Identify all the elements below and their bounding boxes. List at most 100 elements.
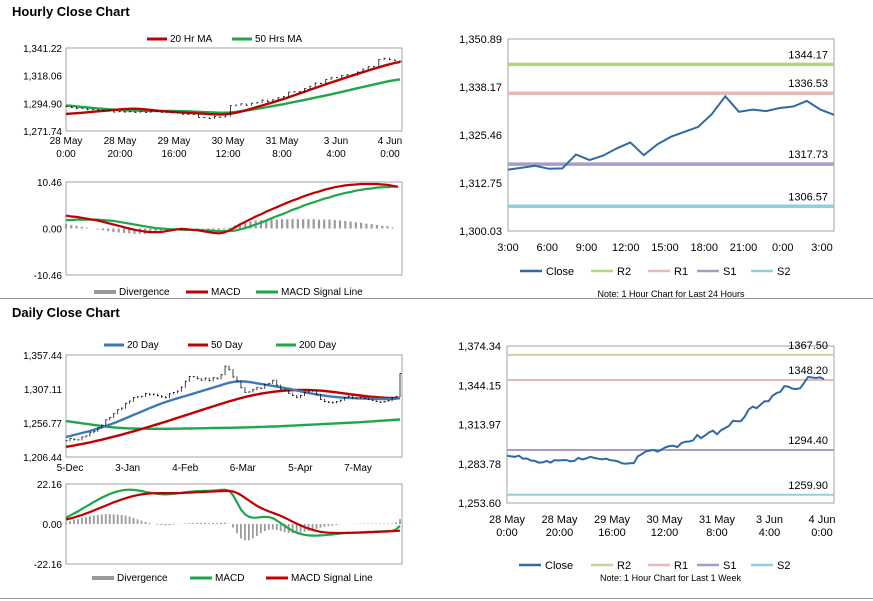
hourly-pivot-legend-label: S2 bbox=[777, 266, 790, 278]
daily-macd-ytick: 22.16 bbox=[37, 480, 62, 491]
daily-pivot-xtick-date: 3 Jun bbox=[756, 514, 783, 526]
hourly-ma50-line bbox=[65, 78, 401, 114]
hourly-legend-divergence-swatch bbox=[94, 290, 116, 294]
bottom-divider bbox=[0, 598, 873, 599]
hourly-price-xtick-time: 8:00 bbox=[272, 149, 292, 160]
daily-macd-ytick: -22.16 bbox=[34, 560, 63, 571]
hourly-price-xtick-date: 28 May bbox=[104, 136, 137, 147]
daily-pivot-xtick-time: 16:00 bbox=[598, 527, 626, 539]
hourly-pivot-close-line bbox=[507, 94, 835, 171]
hourly-price-xtick-date: 29 May bbox=[158, 136, 191, 147]
daily-price-frame bbox=[65, 354, 403, 458]
hourly-legend-macd-label: MACD bbox=[211, 287, 240, 298]
daily-section-title: Daily Close Chart bbox=[12, 305, 120, 320]
daily-price-xtick: 3-Jan bbox=[115, 463, 140, 474]
hourly-price-xtick-date: 31 May bbox=[266, 136, 299, 147]
daily-price-ytick: 1,206.44 bbox=[23, 453, 62, 464]
hourly-pivot-level-label: 1306.57 bbox=[788, 191, 828, 203]
hourly-pivot-xtick: 3:00 bbox=[811, 242, 832, 254]
daily-pivot-xtick-time: 8:00 bbox=[706, 527, 727, 539]
daily-pivot-xtick-date: 29 May bbox=[594, 514, 631, 526]
daily-pivot-note: Note: 1 Hour Chart for Last 1 Week bbox=[600, 573, 741, 583]
hourly-macd-ytick: 10.46 bbox=[37, 178, 62, 189]
hourly-pivot-ytick: 1,350.89 bbox=[459, 34, 502, 46]
hourly-pivot-xtick: 6:00 bbox=[537, 242, 558, 254]
daily-pivot-legend-label: R1 bbox=[674, 560, 688, 572]
daily-price-ytick: 1,357.44 bbox=[23, 351, 62, 362]
daily-price-xtick: 6-Mar bbox=[230, 463, 257, 474]
hourly-macd-ytick: -10.46 bbox=[34, 271, 63, 282]
daily-pivot-legend-label: Close bbox=[545, 560, 573, 572]
daily-pivot-frame bbox=[506, 345, 835, 504]
hourly-price-xtick-time: 0:00 bbox=[380, 149, 400, 160]
daily-pivot-legend-label: R2 bbox=[617, 560, 631, 572]
hourly-pivot-xtick: 9:00 bbox=[576, 242, 597, 254]
hourly-price-frame bbox=[65, 47, 403, 132]
hourly-price-xtick-time: 12:00 bbox=[215, 149, 240, 160]
daily-legend-ma20-label: 20 Day bbox=[127, 340, 159, 351]
daily-legend-ma50-label: 50 Day bbox=[211, 340, 243, 351]
daily-pivot-xtick-time: 12:00 bbox=[651, 527, 679, 539]
hourly-pivot-xtick: 3:00 bbox=[497, 242, 518, 254]
daily-pivot-ytick: 1,313.97 bbox=[458, 420, 501, 432]
hourly-pivot-note: Note: 1 Hour Chart for Last 24 Hours bbox=[597, 289, 745, 299]
daily-pivot-xtick-date: 28 May bbox=[541, 514, 578, 526]
daily-pivot-ytick: 1,374.34 bbox=[458, 341, 501, 353]
hourly-legend-divergence-label: Divergence bbox=[119, 287, 170, 298]
hourly-price-ytick: 1,271.74 bbox=[23, 127, 62, 138]
section-divider bbox=[0, 298, 873, 299]
hourly-price-xtick-time: 16:00 bbox=[161, 149, 186, 160]
hourly-pivot-level-label: 1336.53 bbox=[788, 78, 828, 90]
hourly-legend-signal-label: MACD Signal Line bbox=[281, 287, 363, 298]
daily-macd-line bbox=[65, 488, 401, 537]
hourly-legend-ma20-label: 20 Hr MA bbox=[170, 34, 213, 45]
hourly-pivot-ytick: 1,325.46 bbox=[459, 130, 502, 142]
hourly-section-title: Hourly Close Chart bbox=[12, 4, 130, 19]
daily-pivot-xtick-time: 20:00 bbox=[546, 527, 574, 539]
hourly-ma20-line bbox=[65, 60, 401, 116]
daily-pivot-level-label: 1259.90 bbox=[788, 480, 828, 492]
daily-price-ytick: 1,307.11 bbox=[24, 385, 63, 396]
daily-pivot-xtick-date: 31 May bbox=[699, 514, 736, 526]
daily-pivot-level-label: 1367.50 bbox=[788, 340, 828, 352]
hourly-legend-ma50-label: 50 Hrs MA bbox=[255, 34, 303, 45]
daily-price-xtick: 4-Feb bbox=[172, 463, 199, 474]
hourly-pivot-level-label: 1344.17 bbox=[788, 49, 828, 61]
hourly-pivot-ytick: 1,300.03 bbox=[459, 226, 502, 238]
hourly-macd-line bbox=[65, 182, 399, 235]
daily-price-xtick: 5-Dec bbox=[57, 463, 84, 474]
hourly-pivot-xtick: 18:00 bbox=[690, 242, 718, 254]
hourly-price-xtick-date: 4 Jun bbox=[378, 136, 402, 147]
daily-macd-ytick: 0.00 bbox=[43, 520, 63, 531]
daily-pivot-level-label: 1348.20 bbox=[788, 365, 828, 377]
hourly-price-xtick-date: 28 May bbox=[50, 136, 83, 147]
hourly-macd-ytick: 0.00 bbox=[43, 225, 63, 236]
daily-pivot-xtick-time: 0:00 bbox=[496, 527, 517, 539]
daily-pivot-xtick-date: 30 May bbox=[646, 514, 683, 526]
hourly-pivot-frame bbox=[507, 38, 835, 232]
hourly-price-xtick-date: 3 Jun bbox=[324, 136, 348, 147]
daily-legend-divergence-swatch bbox=[92, 576, 114, 580]
hourly-pivot-level-label: 1317.73 bbox=[788, 149, 828, 161]
daily-legend-ma200-label: 200 Day bbox=[299, 340, 336, 351]
daily-legend-macd-label: MACD bbox=[215, 573, 244, 584]
daily-legend-signal-label: MACD Signal Line bbox=[291, 573, 373, 584]
hourly-price-xtick-time: 20:00 bbox=[107, 149, 132, 160]
daily-pivot-legend-label: S2 bbox=[777, 560, 790, 572]
hourly-price-xtick-time: 4:00 bbox=[326, 149, 346, 160]
daily-pivot-ytick: 1,253.60 bbox=[458, 498, 501, 510]
hourly-pivot-legend-label: Close bbox=[546, 266, 574, 278]
hourly-pivot-xtick: 0:00 bbox=[772, 242, 793, 254]
hourly-pivot-xtick: 12:00 bbox=[612, 242, 640, 254]
daily-pivot-ytick: 1,283.78 bbox=[458, 459, 501, 471]
hourly-pivot-legend-label: S1 bbox=[723, 266, 736, 278]
daily-pivot-level-label: 1294.40 bbox=[788, 435, 828, 447]
hourly-pivot-legend-label: R2 bbox=[617, 266, 631, 278]
daily-price-xtick: 5-Apr bbox=[288, 463, 313, 474]
daily-pivot-legend-label: S1 bbox=[723, 560, 736, 572]
daily-ma200-line bbox=[65, 418, 401, 430]
hourly-price-ytick: 1,341.22 bbox=[23, 44, 62, 55]
hourly-pivot-legend-label: R1 bbox=[674, 266, 688, 278]
hourly-signal-line bbox=[66, 185, 398, 233]
